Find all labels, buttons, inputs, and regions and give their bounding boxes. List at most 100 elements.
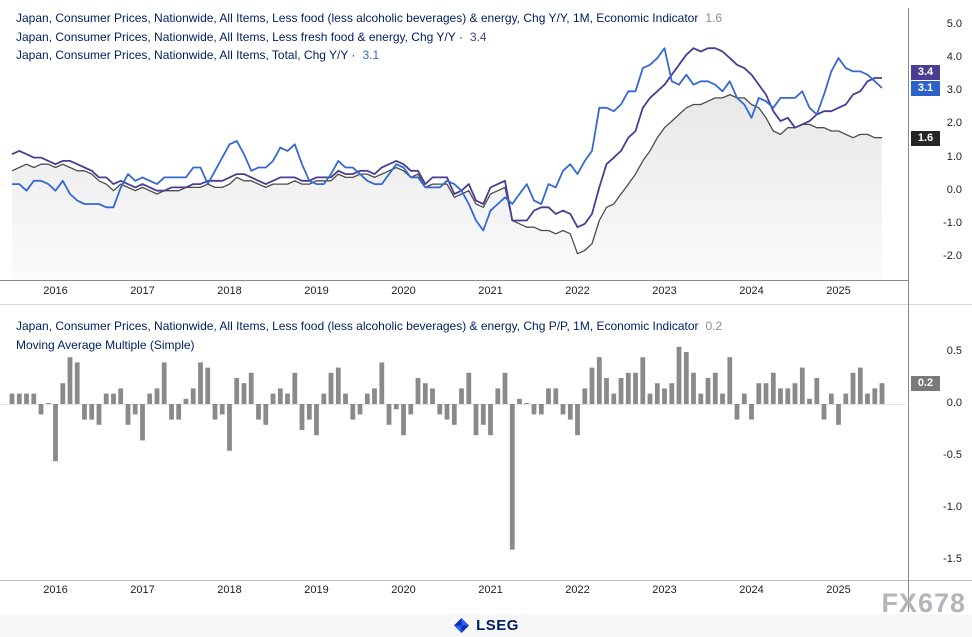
bar: [415, 378, 421, 404]
bar: [792, 383, 798, 404]
bar: [328, 372, 334, 404]
bar: [277, 388, 283, 404]
legend-item-core-yy[interactable]: Japan, Consumer Prices, Nationwide, All …: [16, 9, 722, 28]
bar: [227, 404, 232, 451]
price-badge: 3.1: [911, 81, 940, 96]
bar: [16, 393, 22, 404]
bar: [633, 372, 638, 404]
y-axis-label: -1.0: [943, 216, 962, 229]
price-badge: 1.6: [911, 131, 940, 146]
legend-item-total-yy[interactable]: Japan, Consumer Prices, Nationwide, All …: [16, 46, 722, 65]
bar: [625, 372, 631, 404]
bar: [669, 383, 675, 404]
bar: [393, 404, 399, 410]
bar: [82, 404, 87, 420]
bar: [350, 404, 356, 420]
bar: [263, 404, 269, 425]
legend-value: 3.4: [469, 29, 487, 44]
bar: [865, 393, 870, 404]
y-axis-label: -1.5: [943, 553, 962, 565]
bar: [219, 404, 225, 415]
bar: [495, 388, 501, 404]
bar: [67, 357, 73, 404]
legend-label: Japan, Consumer Prices, Nationwide, All …: [16, 319, 699, 333]
bar: [480, 404, 486, 425]
bar: [205, 367, 211, 404]
bar: [531, 404, 537, 415]
legend-value: 3.1: [362, 48, 380, 62]
bar: [807, 398, 812, 404]
bar: [705, 378, 711, 404]
lseg-logo-text: LSEG: [476, 617, 519, 634]
bar: [872, 388, 878, 404]
bar: [9, 393, 15, 404]
bar: [509, 404, 515, 550]
bar: [524, 403, 530, 404]
x-axis-label: 2020: [391, 584, 416, 596]
bars-chg-pp: [9, 346, 885, 550]
bar: [422, 383, 428, 404]
bar: [437, 404, 443, 415]
bar: [306, 404, 312, 420]
bar: [24, 393, 29, 404]
x-axis-label: 2022: [565, 285, 590, 297]
y-axis-label: 3.0: [946, 84, 962, 97]
bar: [488, 404, 493, 436]
bar: [647, 393, 653, 404]
bar: [234, 378, 240, 404]
bar: [799, 367, 805, 404]
bar: [502, 372, 508, 404]
bar: [451, 404, 457, 425]
bar: [459, 388, 464, 404]
legend-label: Japan, Consumer Prices, Nationwide, All …: [16, 11, 699, 25]
x-axis-label: 2020: [391, 285, 416, 297]
bar: [843, 393, 849, 404]
bar: [546, 388, 551, 404]
legend-item-core-pp[interactable]: Japan, Consumer Prices, Nationwide, All …: [16, 317, 722, 336]
bar: [357, 404, 363, 415]
y-axis-label: 2.0: [946, 117, 962, 130]
bar: [343, 393, 348, 404]
bar: [727, 357, 733, 404]
bar: [770, 372, 776, 404]
bar: [444, 404, 450, 420]
bar: [828, 393, 834, 404]
legend-label: Moving Average Multiple (Simple): [16, 337, 195, 352]
footer-bar: LSEG: [0, 614, 972, 637]
bar: [45, 403, 51, 404]
legend-item-moving-average[interactable]: Moving Average Multiple (Simple): [16, 336, 722, 355]
x-axis-label: 2021: [478, 285, 503, 297]
bar: [741, 393, 747, 404]
y-axis-label: -2.0: [943, 249, 962, 262]
bar: [176, 404, 182, 420]
bar: [749, 404, 754, 420]
bar: [604, 378, 609, 404]
bar: [538, 404, 544, 415]
legend-item-corecore-yy[interactable]: Japan, Consumer Prices, Nationwide, All …: [16, 28, 722, 47]
x-axis-label: 2016: [43, 584, 68, 596]
x-axis-label: 2024: [739, 584, 764, 596]
bar: [132, 404, 138, 415]
bar: [763, 383, 769, 404]
bar: [785, 388, 791, 404]
bar: [582, 388, 588, 404]
bar: [314, 404, 319, 436]
bar: [140, 404, 145, 441]
bar: [836, 404, 841, 425]
x-axis-label: 2018: [217, 584, 242, 596]
bar: [589, 367, 595, 404]
bar: [169, 404, 174, 420]
x-axis-label: 2023: [652, 285, 677, 297]
bar: [241, 383, 247, 404]
legend-panel-top: Japan, Consumer Prices, Nationwide, All …: [16, 9, 722, 65]
series-area-core: [12, 94, 882, 280]
bar: [111, 393, 116, 404]
bar: [31, 393, 37, 404]
legend-label: Japan, Consumer Prices, Nationwide, All …: [16, 48, 356, 62]
bar: [96, 404, 102, 425]
bar: [161, 362, 167, 404]
bar: [712, 372, 718, 404]
bar: [466, 372, 472, 404]
bar: [618, 378, 624, 404]
